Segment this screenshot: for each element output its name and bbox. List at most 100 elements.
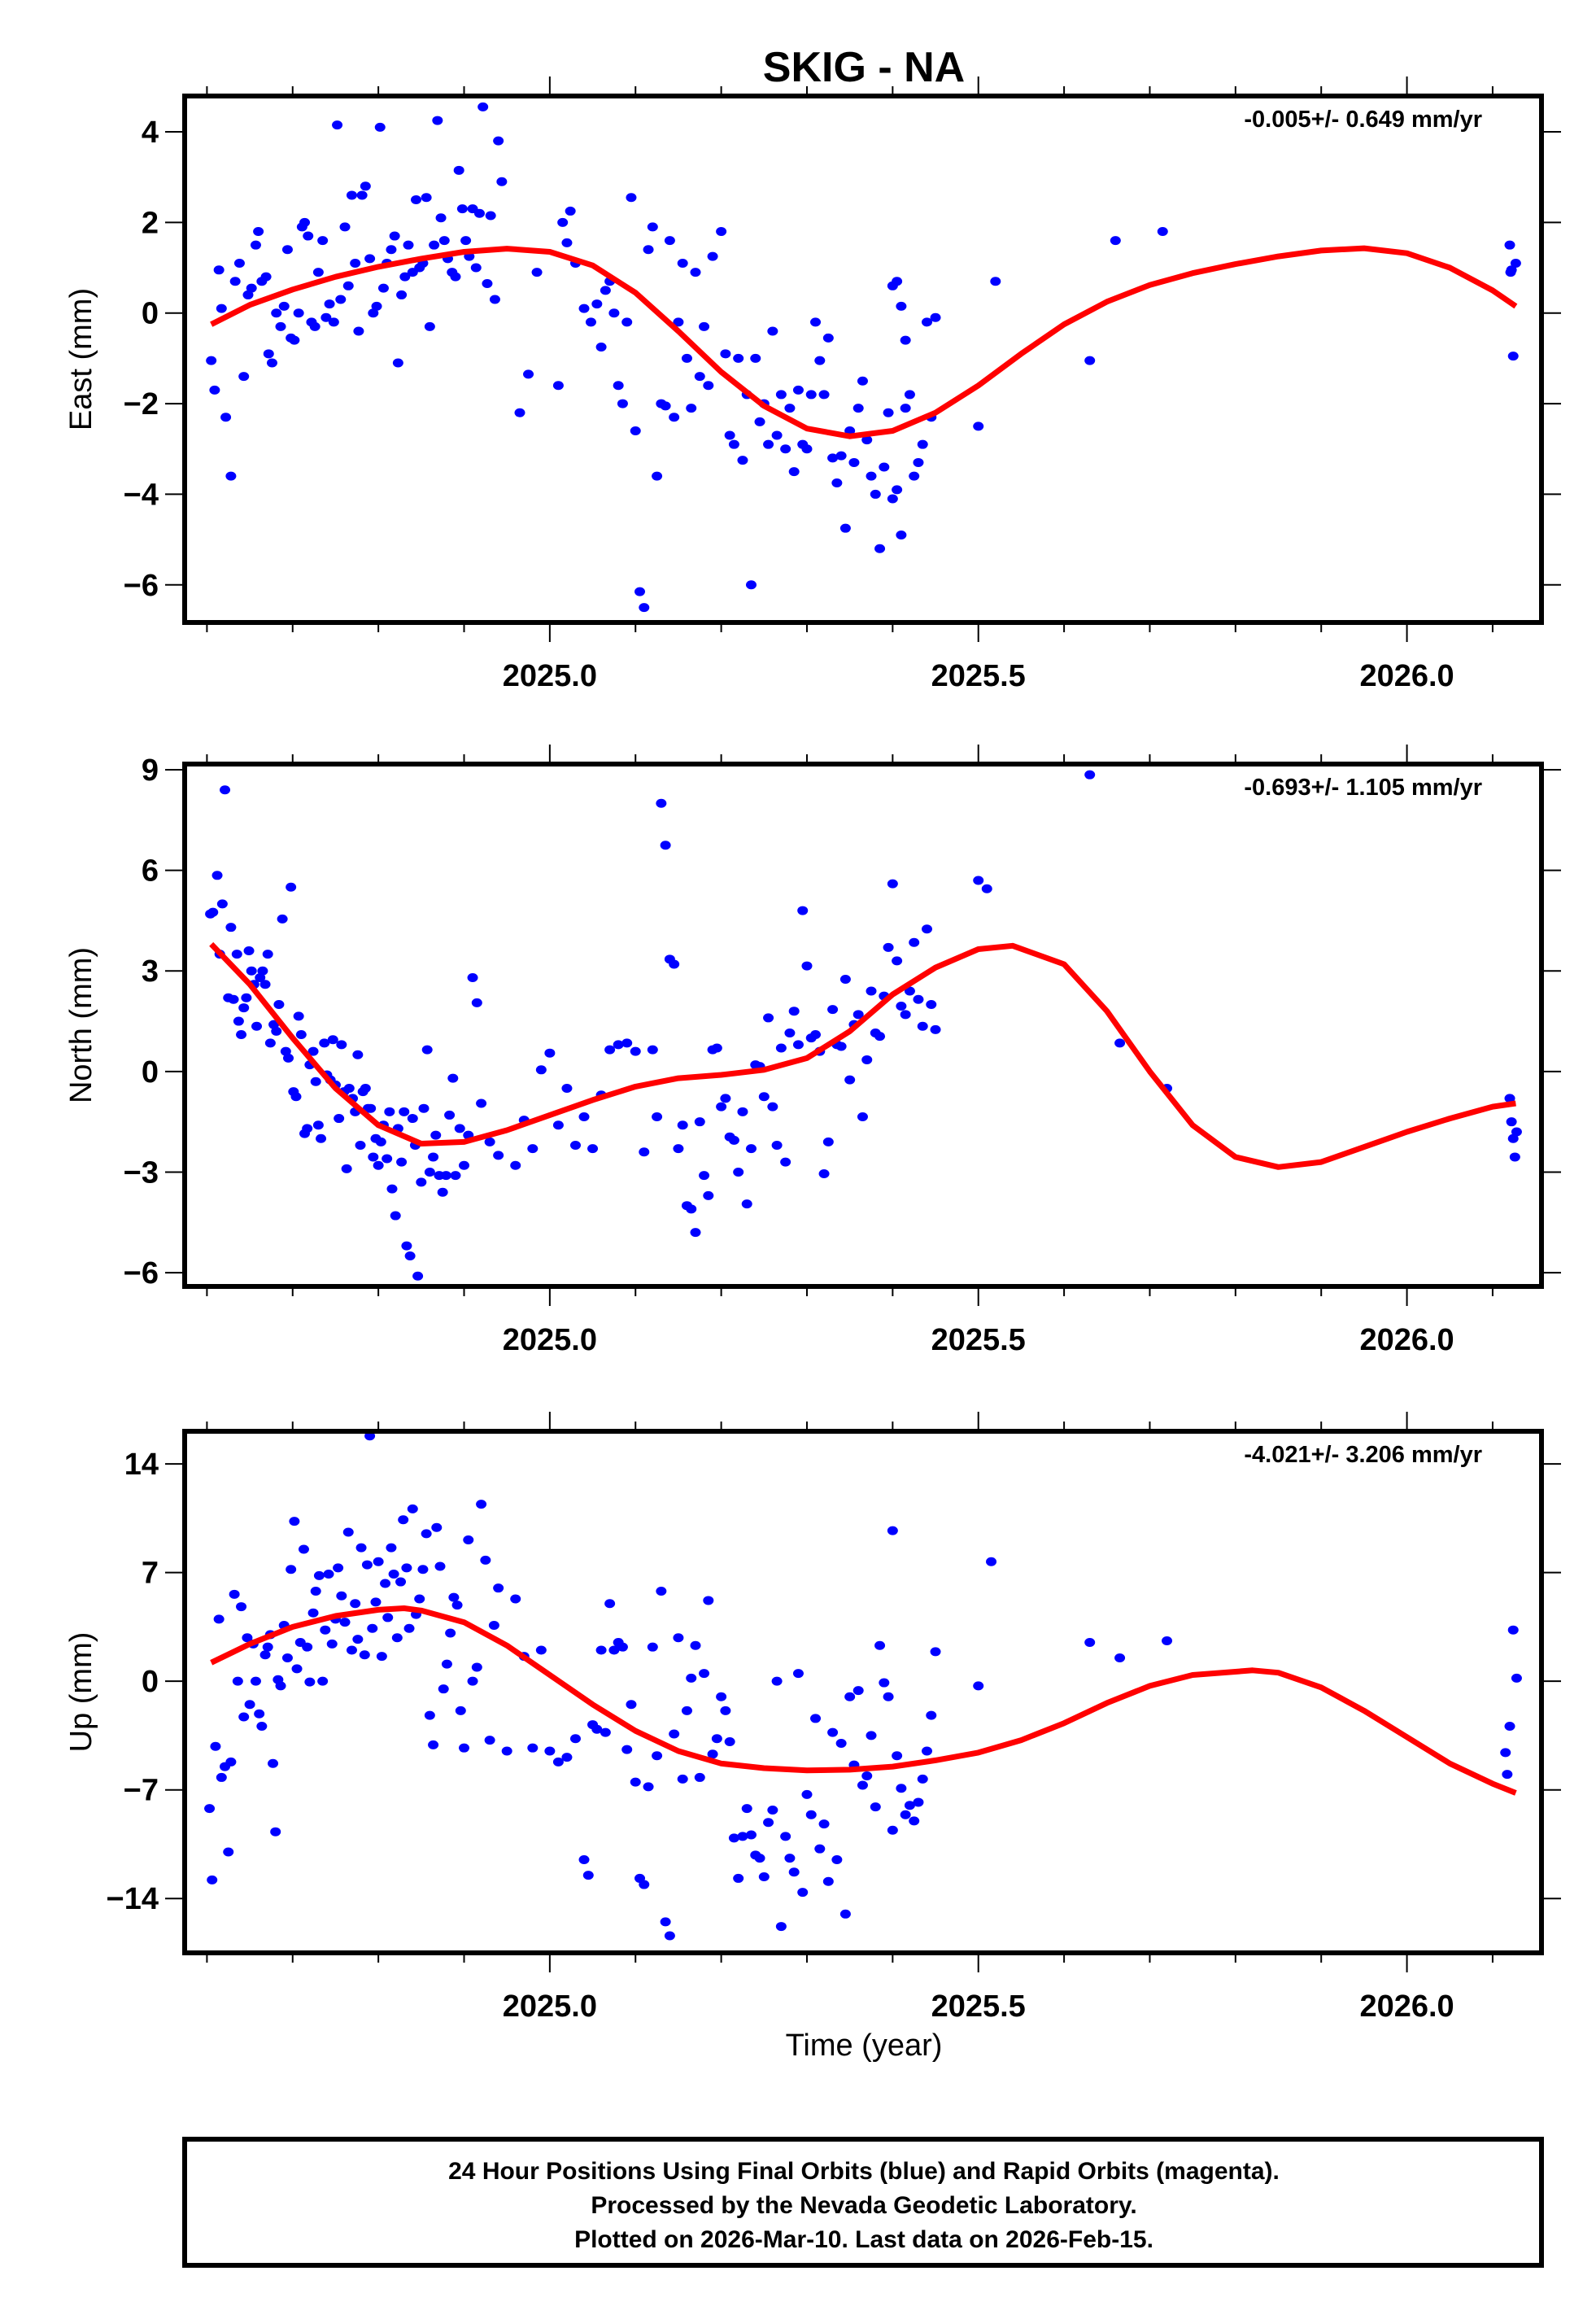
data-point <box>339 222 351 232</box>
data-point <box>861 1771 873 1781</box>
data-point <box>380 1579 391 1588</box>
data-point <box>853 1010 864 1020</box>
data-point <box>350 1599 361 1609</box>
data-point <box>917 1774 928 1784</box>
data-point <box>295 1030 307 1040</box>
data-point <box>535 1645 547 1655</box>
data-point <box>317 1676 329 1686</box>
data-point <box>600 1727 611 1737</box>
data-point <box>578 1855 590 1865</box>
data-point <box>1507 352 1519 361</box>
data-point <box>690 268 701 277</box>
data-point <box>814 1844 826 1854</box>
data-point <box>1157 226 1168 236</box>
data-point <box>883 942 894 952</box>
data-point <box>656 798 667 808</box>
data-point <box>728 439 739 449</box>
data-point <box>527 1144 539 1154</box>
data-point <box>1511 1127 1522 1137</box>
data-point <box>264 1038 276 1048</box>
data-point <box>327 1035 338 1045</box>
data-point <box>251 1021 263 1031</box>
data-point <box>801 444 813 454</box>
data-point <box>390 1211 401 1221</box>
data-point <box>981 884 992 893</box>
data-point <box>514 408 525 417</box>
data-point <box>763 439 774 449</box>
data-point <box>754 1854 765 1863</box>
data-point <box>456 204 468 214</box>
data-point <box>883 1692 894 1701</box>
data-point <box>737 456 748 465</box>
data-point <box>438 236 450 246</box>
data-point <box>913 457 924 467</box>
panel-frame <box>182 1429 1544 1955</box>
data-point <box>711 1734 722 1744</box>
data-point <box>792 1040 804 1050</box>
data-point <box>339 1618 351 1627</box>
data-point <box>827 1005 839 1015</box>
data-point <box>447 1073 459 1083</box>
data-point <box>480 1555 491 1565</box>
data-point <box>238 1003 250 1013</box>
data-point <box>922 924 933 934</box>
data-point <box>482 279 493 289</box>
data-point <box>853 404 864 413</box>
y-tick-label: 4 <box>142 116 159 150</box>
data-point <box>424 1710 435 1720</box>
data-point <box>686 404 697 413</box>
data-point <box>831 1855 843 1865</box>
data-point <box>374 122 386 132</box>
data-point <box>233 1016 244 1026</box>
data-point <box>1504 1094 1515 1103</box>
data-point <box>788 467 800 477</box>
x-tick-label: 2025.5 <box>931 1323 1026 1357</box>
data-point <box>412 1271 424 1281</box>
panel-east: 2025.0 2025.5 2026.0 4 2 0 −2 −4 −6 East (mm) -0.0… <box>64 76 1561 693</box>
data-point <box>450 1171 461 1181</box>
data-point <box>254 1709 265 1719</box>
data-point <box>775 1922 787 1932</box>
data-point <box>600 286 611 295</box>
data-point <box>844 1692 856 1701</box>
y-tick-label: −3 <box>124 1155 159 1190</box>
data-point <box>259 1650 271 1660</box>
data-point <box>591 299 603 309</box>
data-point <box>677 1120 688 1130</box>
data-point <box>604 1599 616 1609</box>
y-tick-label: −7 <box>124 1774 159 1808</box>
data-point <box>416 1177 427 1187</box>
data-point <box>1084 770 1096 780</box>
data-point <box>377 283 389 293</box>
data-point <box>440 1171 451 1181</box>
data-point <box>453 165 464 175</box>
data-point <box>270 1827 281 1837</box>
data-point <box>485 211 496 221</box>
data-point <box>1500 1748 1511 1758</box>
data-point <box>493 136 504 146</box>
data-point <box>664 236 675 246</box>
data-point <box>861 1055 873 1064</box>
x-tick-label: 2026.0 <box>1359 1323 1454 1357</box>
data-point <box>694 1772 705 1782</box>
data-point <box>336 1591 347 1601</box>
data-point <box>399 272 411 282</box>
data-point <box>839 1909 851 1919</box>
data-point <box>699 321 710 331</box>
data-point <box>690 1640 701 1650</box>
data-point <box>617 399 628 408</box>
data-point <box>460 236 472 246</box>
data-point <box>630 1046 641 1056</box>
data-point <box>454 1124 465 1133</box>
footer-line-3: Plotted on 2026-Mar-10. Last data on 202… <box>574 2226 1153 2253</box>
data-point <box>418 1103 430 1113</box>
data-point <box>473 208 485 218</box>
data-point <box>758 1092 770 1102</box>
data-point <box>246 966 257 976</box>
data-point <box>621 1038 633 1048</box>
data-point <box>724 1737 735 1747</box>
data-point <box>827 1727 839 1737</box>
data-point <box>664 1931 675 1941</box>
data-point <box>639 603 650 613</box>
data-point <box>206 356 217 365</box>
